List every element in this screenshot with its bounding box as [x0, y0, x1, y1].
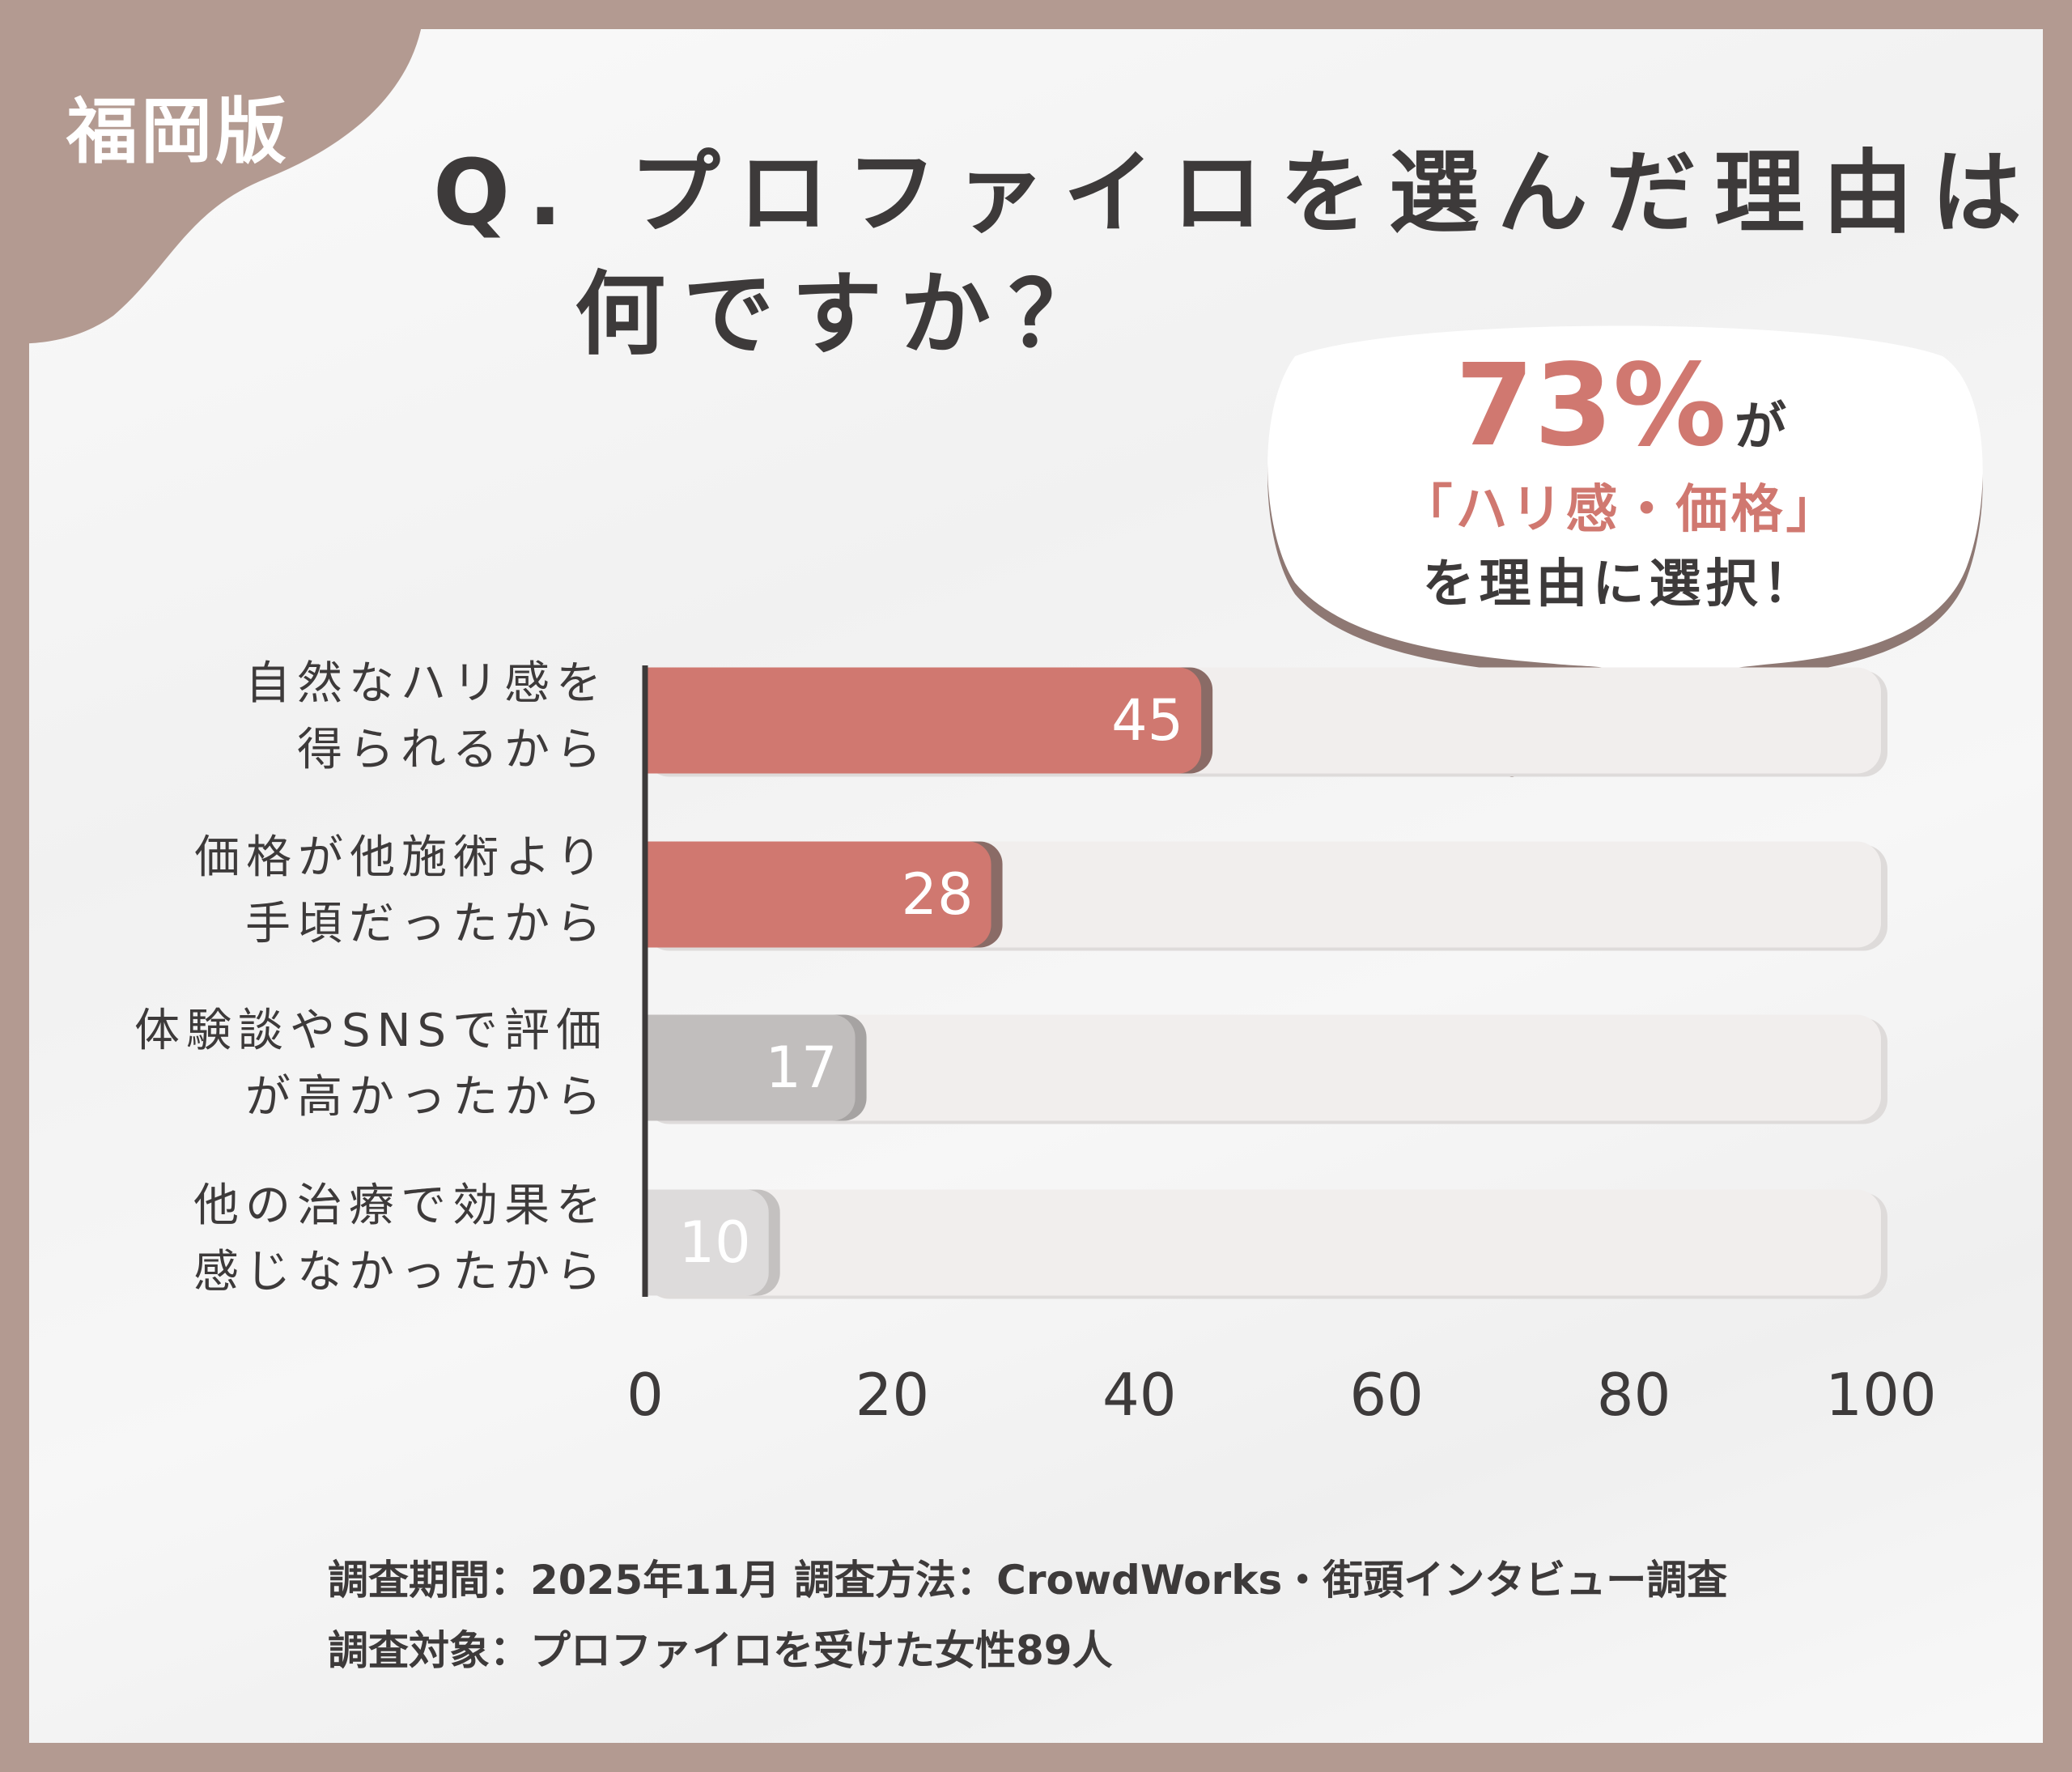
page-title-line1: Q. プロファイロを選んだ理由は — [433, 141, 2040, 246]
page-title-line2: 何ですか？ — [575, 262, 1117, 368]
callout-percent-value: 73% — [1454, 340, 1727, 472]
bar-left-fill — [645, 667, 677, 774]
x-tick-label: 0 — [626, 1361, 664, 1429]
bar-track — [645, 1014, 1881, 1121]
category-label-line: 得られるから — [297, 724, 608, 776]
x-tick-label: 60 — [1349, 1361, 1424, 1429]
category-label: 他の治療で効果を 感じなかったから — [193, 1173, 608, 1306]
callout-line3: を理由に選択！ — [1422, 555, 1819, 614]
x-tick-label: 20 — [856, 1361, 930, 1429]
footer-survey-target: 調査対象：プロファイロを受けた女性89人 — [328, 1627, 1113, 1674]
category-label: 自然なハリ感を得られるから — [245, 651, 608, 784]
category-label-line: 他の治療で効果を — [193, 1179, 608, 1232]
category-label-line: 体験談やSNSで評価 — [134, 1005, 608, 1057]
bar — [645, 1014, 856, 1121]
bar-value-label: 17 — [766, 1035, 838, 1101]
category-label-line: 自然なハリ感を — [245, 657, 608, 710]
category-label-line: 感じなかったから — [193, 1246, 608, 1298]
category-label: 体験談やSNSで評価が高かったから — [134, 998, 608, 1131]
category-label: 価格が他施術より手頃だったから — [194, 825, 608, 958]
bar-left-fill — [645, 841, 677, 948]
edition-label: 福岡版 — [66, 90, 291, 173]
bar-left-fill — [645, 1189, 677, 1296]
bar-value-label: 28 — [901, 861, 973, 928]
x-tick-label: 80 — [1597, 1361, 1671, 1429]
bar-left-fill — [645, 1014, 677, 1121]
bar-value-label: 45 — [1111, 687, 1183, 754]
callout-particle: が — [1734, 397, 1787, 457]
callout-percent: 73% が — [1263, 340, 1979, 472]
callout-highlight: 「ハリ感・価格」 — [1400, 480, 1841, 540]
bar-value-label: 10 — [679, 1209, 751, 1276]
bar — [645, 667, 1202, 774]
bar — [645, 841, 991, 948]
category-label-line: 価格が他施術より — [194, 831, 608, 884]
bar-track — [645, 1189, 1881, 1296]
x-tick-label: 40 — [1102, 1361, 1177, 1429]
corner-blob — [0, 0, 425, 344]
speech-bubble — [1267, 325, 1983, 777]
x-tick-label: 100 — [1825, 1361, 1936, 1429]
footer-survey-period: 調査期間：2025年11月 調査方法：CrowdWorks・街頭インタビュー調査 — [328, 1557, 1728, 1604]
category-label-line: が高かったから — [245, 1071, 608, 1124]
category-label-line: 手頃だったから — [245, 898, 608, 950]
